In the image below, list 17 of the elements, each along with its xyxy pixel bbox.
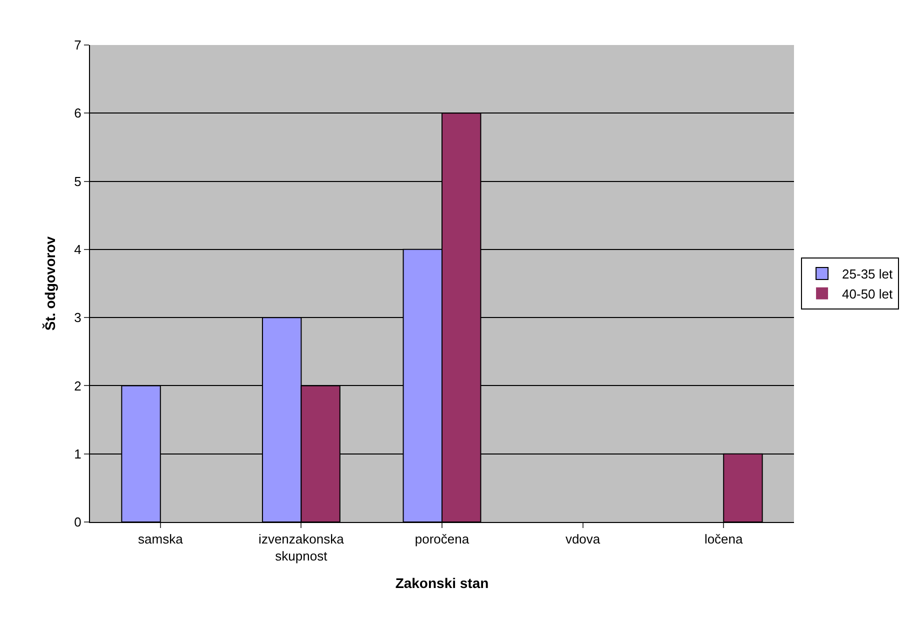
y-tick-label: 1 [74, 446, 82, 462]
x-tick-label: izvenzakonska skupnost [258, 532, 345, 564]
y-tick-label: 6 [74, 106, 82, 121]
y-tick-label: 0 [74, 514, 82, 530]
legend-label: 40-50 let [842, 286, 894, 302]
x-axis-title: Zakonski stan [395, 574, 489, 591]
y-axis-title: Št. odgovorov [42, 236, 58, 331]
legend-label: 25-35 let [842, 266, 894, 282]
y-tick-label: 5 [74, 174, 82, 189]
y-tick-label: 3 [74, 310, 82, 326]
x-tick-label: ločena [704, 532, 744, 547]
x-tick-label: samska [138, 532, 184, 547]
y-tick-label: 2 [74, 378, 82, 394]
x-tick-label: poročena [414, 532, 470, 547]
y-tick-label: 7 [74, 38, 82, 53]
y-tick-label: 4 [74, 242, 82, 257]
x-tick-label: vdova [565, 532, 601, 547]
